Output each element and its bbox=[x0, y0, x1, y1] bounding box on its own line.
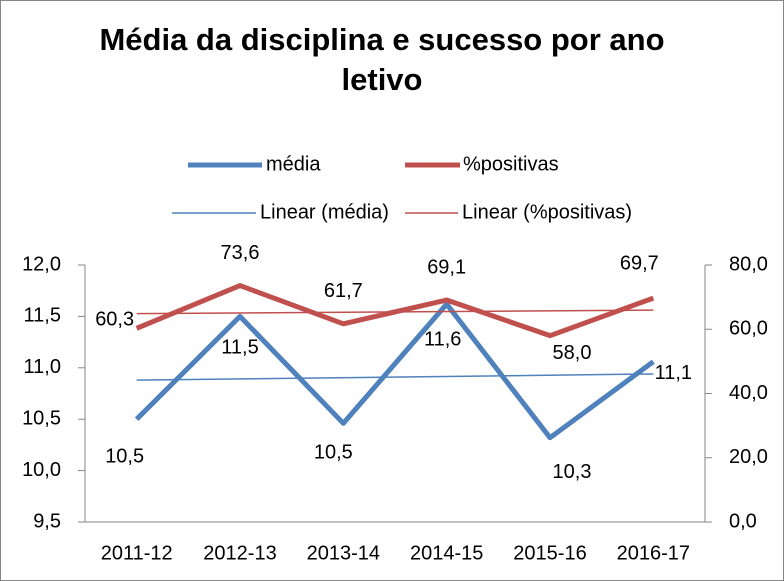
legend-label: média bbox=[266, 153, 321, 175]
x-tick-label: 2012-13 bbox=[203, 542, 276, 564]
series-line bbox=[134, 301, 655, 441]
y-tick-label: 11,0 bbox=[24, 356, 61, 378]
x-tick-label: 2016-17 bbox=[617, 542, 690, 564]
data-label: 11,5 bbox=[221, 337, 258, 359]
y2-tick-label: 60,0 bbox=[729, 318, 768, 340]
data-label: 60,3 bbox=[95, 309, 134, 331]
data-label: 10,3 bbox=[553, 461, 592, 483]
data-label: 58,0 bbox=[553, 342, 592, 364]
x-tick-label: 2011-12 bbox=[101, 542, 173, 564]
y2-tick-label: 40,0 bbox=[729, 382, 768, 404]
data-label: 69,1 bbox=[427, 256, 466, 278]
data-label: 11,6 bbox=[424, 328, 461, 350]
data-label: 11,1 bbox=[655, 362, 692, 384]
legend-label: Linear (%positivas) bbox=[462, 201, 632, 223]
data-label: 61,7 bbox=[324, 280, 363, 302]
y2-tick-label: 20,0 bbox=[729, 446, 768, 468]
y-tick-label: 12,0 bbox=[22, 253, 61, 275]
legend-label: %positivas bbox=[463, 153, 559, 175]
x-tick-label: 2013-14 bbox=[307, 542, 380, 564]
legend-label: Linear (média) bbox=[260, 201, 389, 223]
y-tick-label: 10,0 bbox=[22, 459, 61, 481]
x-tick-label: 2015-16 bbox=[513, 542, 586, 564]
y-tick-label: 11,5 bbox=[24, 305, 61, 327]
series-line bbox=[135, 283, 655, 339]
data-label: 73,6 bbox=[221, 242, 260, 264]
x-tick-label: 2014-15 bbox=[410, 542, 483, 564]
trendline bbox=[136, 373, 654, 381]
data-label: 69,7 bbox=[620, 252, 659, 274]
y-tick-label: 10,5 bbox=[22, 407, 61, 429]
y-tick-label: 9,5 bbox=[33, 510, 61, 532]
data-label: 10,5 bbox=[314, 442, 353, 464]
data-label: 10,5 bbox=[105, 445, 144, 467]
y2-tick-label: 0,0 bbox=[729, 510, 757, 532]
chart-title: Média da disciplina e sucesso por ano le… bbox=[99, 22, 665, 97]
y2-tick-label: 80,0 bbox=[729, 253, 768, 275]
